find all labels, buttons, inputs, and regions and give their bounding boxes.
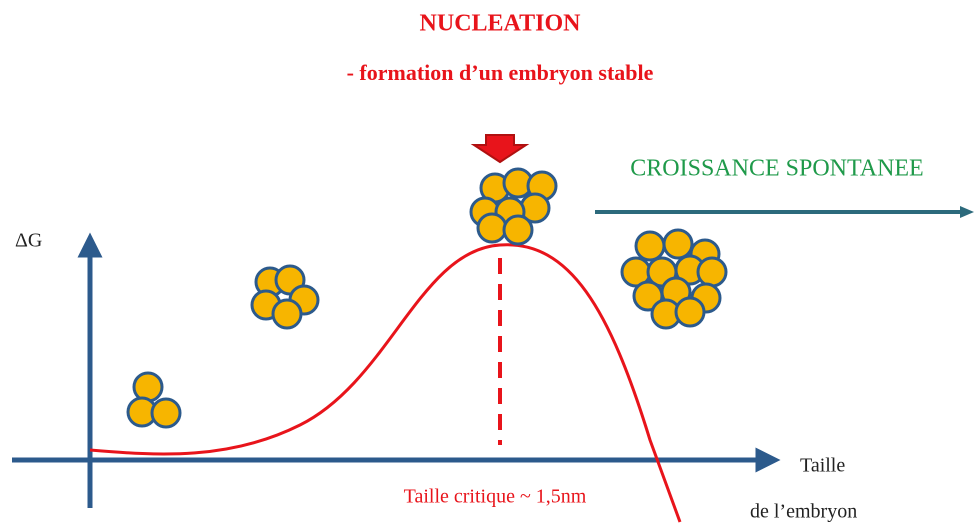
x-axis-label: Taille [800, 455, 845, 477]
cluster-large [620, 228, 728, 330]
y-axis-label: ΔG [15, 230, 42, 252]
x-axis-label: de l’embryon [750, 501, 857, 523]
growth-label: CROISSANCE SPONTANEE [630, 156, 923, 182]
critical-label: Taille critique ~ 1,5nm [404, 486, 587, 508]
energy-curve [89, 243, 682, 523]
nucleation-arrow [470, 134, 530, 164]
subtitle: - formation d’un embryon stable [347, 60, 654, 85]
growth-arrow-head [960, 206, 974, 218]
cluster-critical [469, 167, 558, 246]
cluster-small [126, 371, 182, 429]
title: NUCLEATION [420, 11, 582, 37]
cluster-medium [250, 264, 320, 330]
